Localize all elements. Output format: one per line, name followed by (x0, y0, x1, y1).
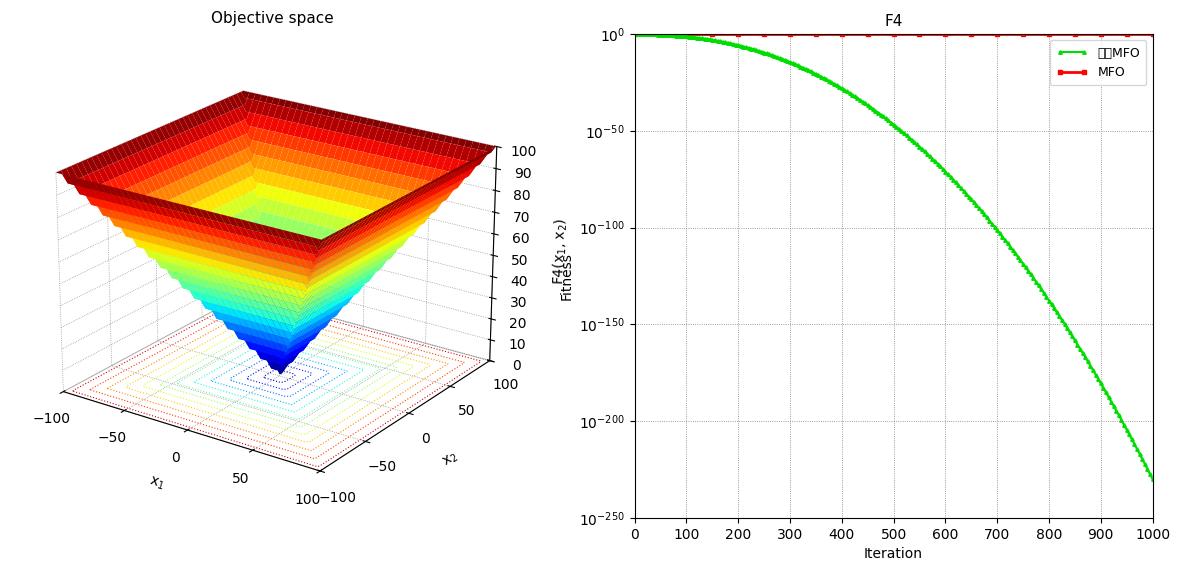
Y-axis label: x$_2$: x$_2$ (440, 450, 462, 470)
MFO (659, 31, 674, 38)
Legend: 改进MFO, MFO: 改进MFO, MFO (1050, 40, 1146, 85)
Title: Objective space: Objective space (212, 11, 334, 26)
改进MFO (659, 32, 674, 39)
MFO (1031, 31, 1045, 38)
X-axis label: x$_1$: x$_1$ (147, 474, 167, 493)
MFO (1145, 31, 1159, 38)
改进MFO (1050, 309, 1064, 316)
Line: MFO: MFO (632, 32, 1154, 36)
X-axis label: Iteration: Iteration (864, 547, 924, 561)
Title: F4: F4 (884, 14, 902, 29)
MFO (628, 31, 642, 38)
改进MFO (628, 31, 642, 38)
改进MFO (1120, 427, 1134, 434)
改进MFO (1031, 281, 1045, 288)
改进MFO (1086, 366, 1100, 373)
MFO (1086, 31, 1100, 38)
Line: 改进MFO: 改进MFO (633, 32, 1154, 481)
改进MFO (733, 42, 747, 49)
MFO (1050, 31, 1064, 38)
MFO (1120, 31, 1134, 38)
改进MFO (1145, 476, 1159, 482)
Y-axis label: Fitness: Fitness (560, 252, 573, 300)
MFO (733, 31, 747, 38)
